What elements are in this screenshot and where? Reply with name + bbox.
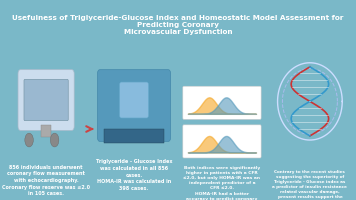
Bar	[104, 129, 164, 143]
Text: Both indices were significantly
higher in patients with a CFR
≤2.0, but only HOM: Both indices were significantly higher i…	[183, 166, 261, 200]
FancyBboxPatch shape	[183, 125, 261, 158]
FancyBboxPatch shape	[183, 86, 261, 119]
Text: 856 individuals underwent
coronary flow measurement
with echocardiography.
Coron: 856 individuals underwent coronary flow …	[2, 165, 90, 196]
Text: Usefulness of Triglyceride-Glucose Index and Homeostatic Model Assessment for Pr: Usefulness of Triglyceride-Glucose Index…	[12, 15, 344, 35]
Bar	[41, 125, 51, 137]
Circle shape	[50, 133, 59, 147]
Circle shape	[25, 133, 33, 147]
FancyBboxPatch shape	[24, 79, 68, 121]
Text: Contrary to the recent studies
suggesting the superiority of
Triglyceride - Gluc: Contrary to the recent studies suggestin…	[272, 170, 347, 200]
Text: Triglyceride - Glucose Index
was calculated in all 856
cases.
HOMA-IR was calcul: Triglyceride - Glucose Index was calcula…	[96, 159, 172, 191]
FancyBboxPatch shape	[120, 82, 148, 118]
FancyBboxPatch shape	[98, 70, 171, 141]
FancyBboxPatch shape	[18, 70, 74, 130]
